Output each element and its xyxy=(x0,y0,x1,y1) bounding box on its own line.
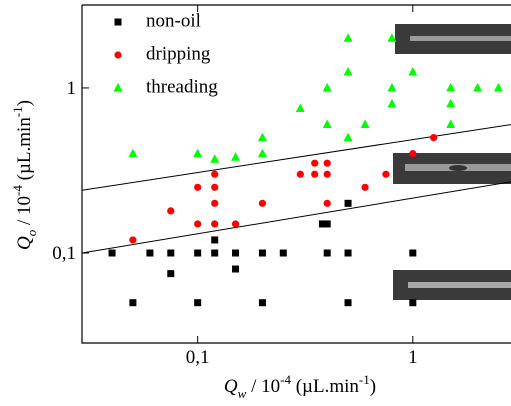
x-label-part: Q xyxy=(224,376,238,397)
marker-circle xyxy=(430,134,438,142)
marker-square xyxy=(114,18,122,26)
marker-circle xyxy=(311,159,319,167)
marker-triangle xyxy=(113,83,123,92)
marker-square xyxy=(167,249,175,257)
marker-square xyxy=(258,249,266,257)
y-label-part: / 10 xyxy=(14,196,35,230)
marker-circle xyxy=(211,183,219,191)
marker-triangle xyxy=(128,148,138,158)
y-label-part: (µL.min xyxy=(14,117,35,185)
marker-circle xyxy=(323,159,331,167)
marker-square xyxy=(409,299,417,307)
marker-triangle xyxy=(322,82,332,92)
marker-square xyxy=(211,249,219,257)
marker-triangle xyxy=(408,66,418,76)
marker-triangle xyxy=(446,119,456,129)
y-label-part: Q xyxy=(14,236,35,250)
x-label-part: -4 xyxy=(280,372,291,387)
axes-frame xyxy=(81,4,511,344)
marker-circle xyxy=(211,199,219,207)
marker-square xyxy=(409,249,417,257)
marker-square xyxy=(344,199,352,207)
marker-triangle xyxy=(473,82,483,92)
marker-triangle xyxy=(493,82,503,92)
marker-circle xyxy=(323,199,331,207)
x-tick-label: 1 xyxy=(408,347,418,368)
x-tick-label: 0,1 xyxy=(186,347,210,368)
marker-triangle xyxy=(295,103,305,113)
inset-droplet xyxy=(449,165,467,171)
marker-square xyxy=(279,249,287,257)
marker-circle xyxy=(211,170,219,178)
x-label-part: / 10 xyxy=(246,376,280,397)
marker-square xyxy=(108,249,116,257)
y-label-part: ) xyxy=(14,100,35,106)
y-label-part: -4 xyxy=(10,185,25,196)
marker-square xyxy=(323,249,331,257)
marker-triangle xyxy=(360,119,370,129)
legend-label: dripping xyxy=(146,43,211,64)
marker-circle xyxy=(323,170,331,178)
x-axis-label: Qw / 10-4 (µL.min-1) xyxy=(224,372,376,401)
boundary-line xyxy=(81,181,511,254)
marker-triangle xyxy=(210,154,220,163)
legend-label: non-oil xyxy=(146,10,201,31)
marker-circle xyxy=(211,220,219,228)
marker-square xyxy=(167,270,175,278)
x-label-part: -1 xyxy=(359,372,370,387)
marker-triangle xyxy=(322,119,332,129)
marker-circle xyxy=(258,199,267,207)
marker-circle xyxy=(311,170,319,178)
y-tick-label: 0,1 xyxy=(52,243,76,264)
marker-triangle xyxy=(257,132,267,142)
inset-channel xyxy=(410,36,511,41)
y-axis-label: Qo / 10-4 (µL.min-1) xyxy=(10,100,39,250)
marker-square xyxy=(232,265,240,273)
marker-triangle xyxy=(231,152,241,161)
marker-square xyxy=(211,236,219,244)
marker-circle xyxy=(129,236,137,244)
marker-circle xyxy=(194,220,202,228)
marker-triangle xyxy=(257,148,267,158)
marker-triangle xyxy=(387,33,397,42)
marker-triangle xyxy=(387,98,397,108)
marker-square xyxy=(318,220,326,228)
y-tick-label: 1 xyxy=(67,78,77,99)
x-label-part: (µL.min xyxy=(291,376,359,397)
marker-triangle xyxy=(343,132,353,142)
marker-square xyxy=(323,220,331,228)
marker-circle xyxy=(382,170,390,178)
boundary-line xyxy=(81,124,511,191)
marker-square xyxy=(258,299,266,307)
y-label-part: o xyxy=(24,229,39,236)
marker-square xyxy=(146,249,154,257)
marker-circle xyxy=(296,170,304,178)
marker-circle xyxy=(409,150,417,158)
marker-circle xyxy=(167,207,175,215)
marker-square xyxy=(129,299,137,307)
marker-triangle xyxy=(446,82,456,92)
marker-circle xyxy=(194,183,202,191)
marker-square xyxy=(194,299,202,307)
marker-square xyxy=(232,249,240,257)
marker-square xyxy=(194,249,202,257)
marker-circle xyxy=(231,220,240,228)
marker-circle xyxy=(114,51,122,59)
inset-channel xyxy=(408,282,511,288)
y-label-part: -1 xyxy=(10,106,25,117)
marker-triangle xyxy=(193,148,203,158)
marker-circle xyxy=(361,183,369,191)
marker-triangle xyxy=(343,33,353,42)
legend-label: threading xyxy=(146,76,218,97)
marker-square xyxy=(344,249,352,257)
marker-triangle xyxy=(343,66,353,76)
marker-square xyxy=(344,299,352,307)
x-label-part: w xyxy=(238,386,247,401)
x-label-part: ) xyxy=(370,376,376,397)
marker-triangle xyxy=(446,98,456,108)
marker-triangle xyxy=(387,82,397,92)
